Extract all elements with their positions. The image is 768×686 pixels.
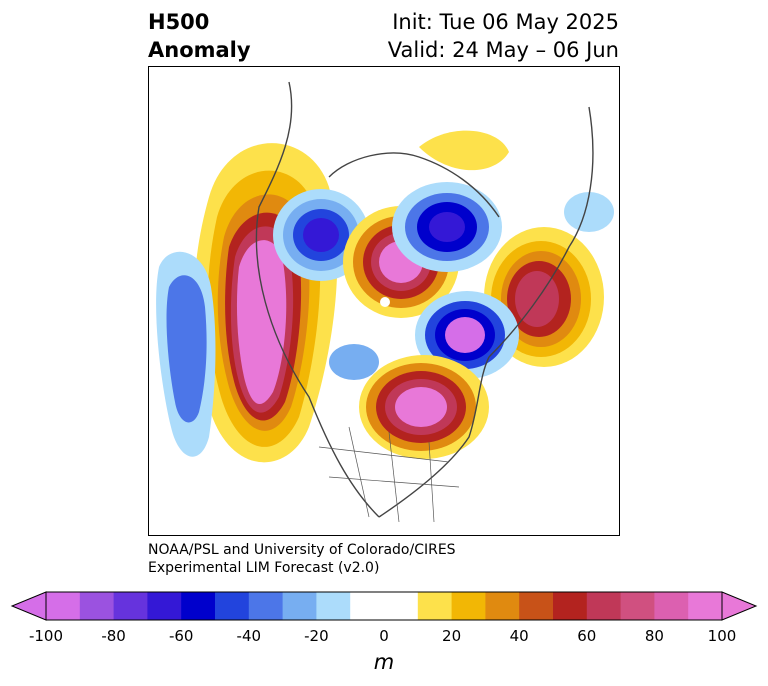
colorbar-segment [113,592,148,620]
colorbar-segment [519,592,554,620]
colorbar-tick-label: 60 [577,627,597,645]
colorbar-segment [451,592,486,620]
colorbar-segment [350,592,385,620]
colorbar-segment [553,592,588,620]
colorbar-segment [79,592,115,620]
colorbar-segment [654,592,689,620]
colorbar-tick-label: -60 [168,627,194,645]
map-canvas [156,81,614,523]
colorbar-tick-label: -80 [101,627,126,645]
ridge-eastern-canada [359,355,489,459]
colorbar-segment [485,592,520,620]
colorbar-tick-label: 0 [379,627,389,645]
anomaly-label: Anomaly [148,38,251,62]
anomaly-map [148,66,620,536]
colorbar-tick-label: -20 [304,627,329,645]
colorbar-tick-label: -40 [236,627,262,645]
colorbar-tick-label: 100 [707,627,737,645]
colorbar-tick-label: -100 [28,627,64,645]
colorbar-extend-low [10,591,47,621]
colorbar-segment [316,592,351,620]
colorbar-units: m [373,650,395,674]
coastlines [255,81,594,518]
trough-east-asia [564,192,614,232]
colorbar-segment [282,592,317,620]
colorbar-segment [688,592,723,620]
init-date: Init: Tue 06 May 2025 [392,10,619,34]
colorbar-frame [45,591,723,621]
colorbar-segment [147,592,182,620]
colorbar-segment [215,592,250,620]
colorbar-tick-label: 80 [644,627,664,645]
colorbar-segment [586,592,622,620]
field-label: H500 [148,10,210,34]
trough-west [156,251,216,457]
credit-line-1: NOAA/PSL and University of Colorado/CIRE… [148,542,456,558]
trough-north-2 [392,182,502,272]
map-title: H500 Anomaly [148,8,251,64]
colorbar [10,591,758,621]
colorbar-segment [417,592,453,620]
ridge-north-band [419,130,509,171]
colorbar-segment [46,592,81,620]
valid-period: Valid: 24 May – 06 Jun [387,38,619,62]
colorbar-tick-label: 40 [509,627,529,645]
colorbar-segment [248,592,284,620]
colorbar-tick-label: 20 [442,627,462,645]
credit-line-2: Experimental LIM Forecast (v2.0) [148,560,380,576]
colorbar-segment [620,592,655,620]
forecast-dates: Init: Tue 06 May 2025 Valid: 24 May – 06… [388,8,619,64]
credit-block: NOAA/PSL and University of Colorado/CIRE… [148,541,456,577]
state-borders [318,426,460,523]
colorbar-extend-high [721,591,758,621]
pole-marker [380,297,390,307]
trough-hudson [329,344,379,380]
colorbar-segment [181,592,216,620]
colorbar-segment [384,592,419,620]
